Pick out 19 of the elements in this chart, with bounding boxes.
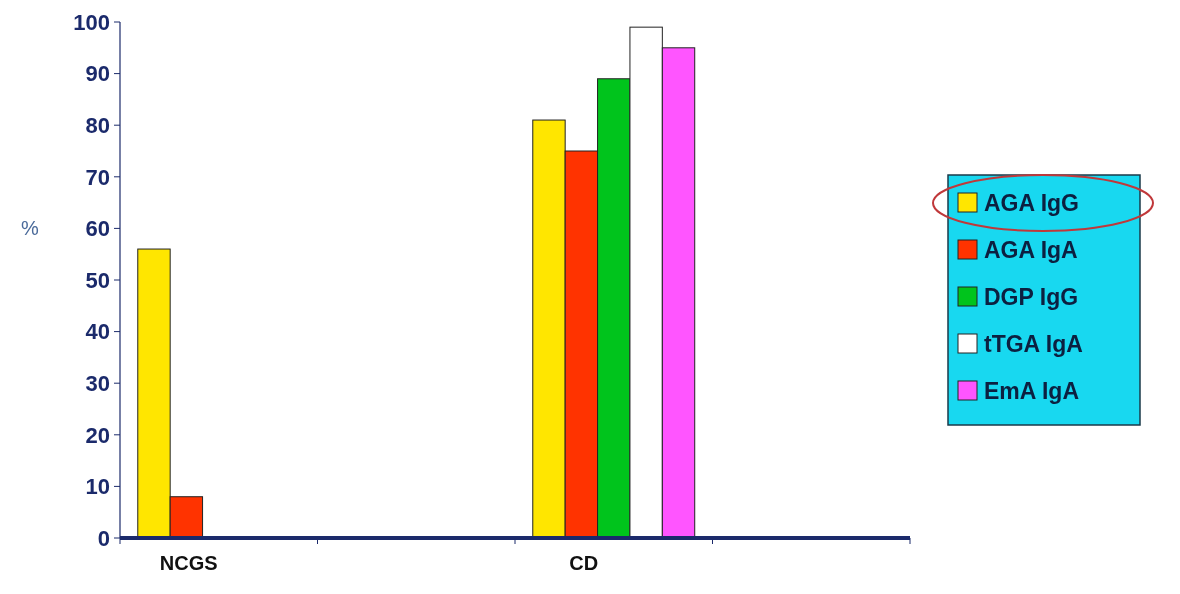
- y-tick-label: 80: [85, 112, 110, 138]
- y-tick-label: 10: [85, 474, 110, 500]
- x-tick-label: NCGS: [159, 552, 218, 574]
- y-tick-label: 90: [85, 61, 110, 87]
- y-tick-label: 40: [85, 319, 110, 345]
- legend-label: tTGA IgA: [984, 331, 1083, 358]
- y-tick-label: 50: [85, 267, 110, 293]
- y-tick-label: 20: [85, 422, 110, 448]
- y-tick-label: 30: [85, 370, 110, 396]
- y-tick-label: 60: [85, 216, 110, 242]
- y-tick-label: 100: [73, 9, 110, 35]
- y-axis-title: %: [21, 217, 40, 240]
- x-tick-label: CD: [569, 552, 599, 574]
- legend-label: AGA IgA: [984, 237, 1078, 264]
- y-tick-label: 70: [85, 164, 110, 190]
- legend-label: EmA IgA: [984, 378, 1079, 405]
- legend-label: AGA IgG: [984, 190, 1079, 217]
- legend-label: DGP IgG: [984, 284, 1079, 311]
- y-tick-label: 0: [97, 525, 110, 551]
